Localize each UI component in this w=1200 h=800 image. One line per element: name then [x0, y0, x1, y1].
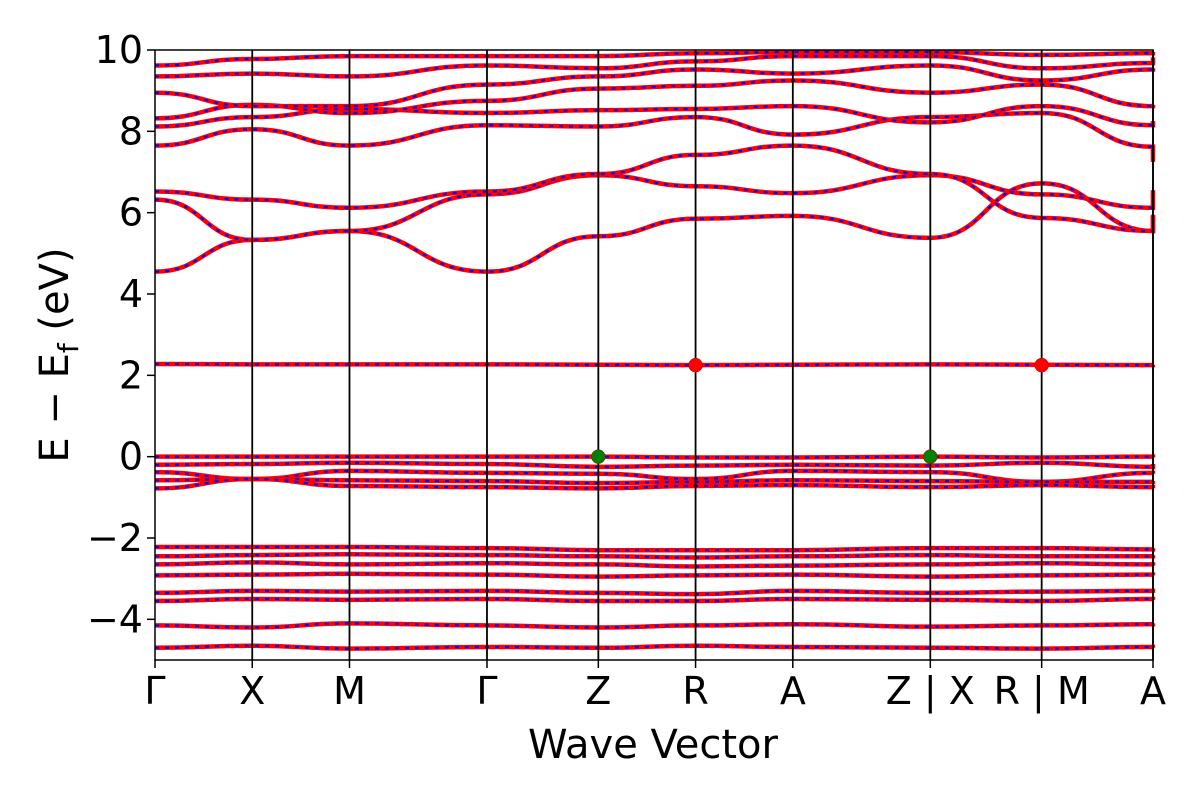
x-tick-label: R | M [994, 669, 1090, 714]
y-tick-label: 0 [119, 435, 143, 479]
x-axis: Γ X M Γ Z R A Z | X R | M A [144, 660, 1166, 714]
y-axis-label-main: E − E [32, 353, 78, 463]
band-line [154, 560, 1156, 569]
band-projection [154, 54, 1155, 78]
band-line [154, 460, 1156, 470]
high-symmetry-lines [251, 50, 1154, 660]
y-axis-label-subscript: f [52, 342, 85, 353]
band-lines [154, 49, 1156, 651]
x-tick-label: Γ [476, 669, 497, 713]
x-tick-label: R [682, 669, 708, 713]
band-line [154, 643, 1156, 651]
band-edge-markers [591, 357, 1049, 464]
band-line [154, 588, 1156, 597]
band-line [154, 571, 1156, 579]
band-projection [154, 79, 1155, 120]
band-line [154, 110, 1156, 162]
band-projection [154, 174, 1155, 242]
band-line [154, 361, 1156, 368]
x-axis-label: Wave Vector [528, 722, 779, 768]
band-line [154, 596, 1156, 604]
cbm-marker [688, 357, 703, 373]
y-tick-label: 10 [95, 28, 143, 72]
x-tick-label: A [780, 669, 806, 713]
y-tick-label: 4 [119, 272, 143, 316]
x-tick-label: Z | X [886, 669, 975, 714]
vbm-marker [923, 449, 938, 464]
x-tick-label: Z [585, 669, 611, 713]
band-line [154, 49, 1156, 68]
cbm-marker [1034, 357, 1049, 373]
x-tick-label: M [333, 669, 366, 713]
y-axis: 10 8 6 4 2 0 −2 −4 [87, 28, 155, 641]
band-line [154, 544, 1156, 553]
y-tick-label: 2 [119, 353, 143, 397]
y-axis-label: E − Ef (eV) [32, 247, 85, 462]
y-axis-label-unit: (eV) [32, 247, 78, 343]
plot-frame [154, 49, 1154, 661]
x-tick-label: A [1140, 669, 1166, 713]
band-line [155, 454, 1156, 460]
x-tick-label: Γ [144, 669, 165, 713]
band-line [154, 552, 1156, 560]
band-projection [154, 64, 1155, 108]
band-line [154, 181, 1156, 274]
vbm-marker [591, 449, 606, 464]
y-tick-label: 8 [119, 109, 143, 153]
y-tick-label: −4 [87, 597, 143, 641]
x-tick-label: X [239, 669, 265, 713]
y-tick-label: −2 [87, 516, 143, 560]
y-tick-label: 6 [119, 191, 143, 235]
band-line [154, 621, 1156, 630]
band-line [154, 476, 1156, 491]
